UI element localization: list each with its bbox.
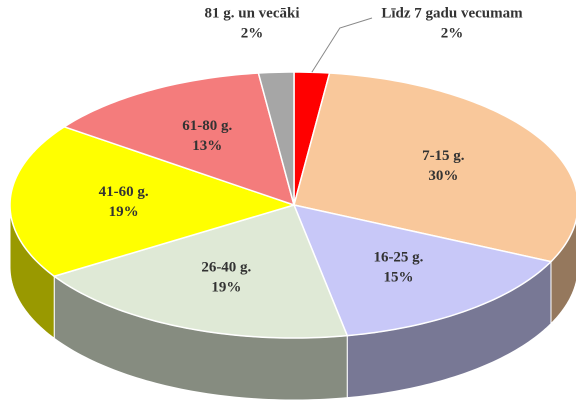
pie-tops: [9, 71, 576, 339]
slice-value-label: 19%: [109, 204, 139, 220]
slice-value-label: 13%: [192, 138, 222, 154]
pie-slice: [257, 71, 295, 206]
slice-value-label: 2%: [241, 25, 264, 41]
pie-slice: [62, 72, 296, 207]
slice-label: 41-60 g.: [99, 184, 149, 200]
leader-line: [311, 17, 373, 73]
slice-label: 61-80 g.: [182, 118, 232, 134]
slice-label: 7-15 g.: [422, 148, 465, 164]
slice-value-label: 15%: [383, 269, 413, 285]
slice-label: 81 g. un vecāki: [204, 5, 299, 21]
pie-slice: [9, 125, 297, 278]
pie-slice: [293, 72, 576, 263]
slice-value-label: 30%: [428, 168, 458, 184]
pie-slice: [292, 203, 553, 337]
slice-value-label: 2%: [441, 25, 464, 41]
slice-label: 26-40 g.: [201, 260, 251, 276]
slice-label: 16-25 g.: [373, 249, 423, 265]
slice-label: Līdz 7 gadu vecumam: [381, 5, 523, 21]
slice-value-label: 19%: [211, 280, 241, 296]
pie-slice: [52, 204, 349, 339]
pie-labels: Līdz 7 gadu vecumam 2% 7-15 g. 30% 16-25 g. 1…: [99, 5, 523, 295]
